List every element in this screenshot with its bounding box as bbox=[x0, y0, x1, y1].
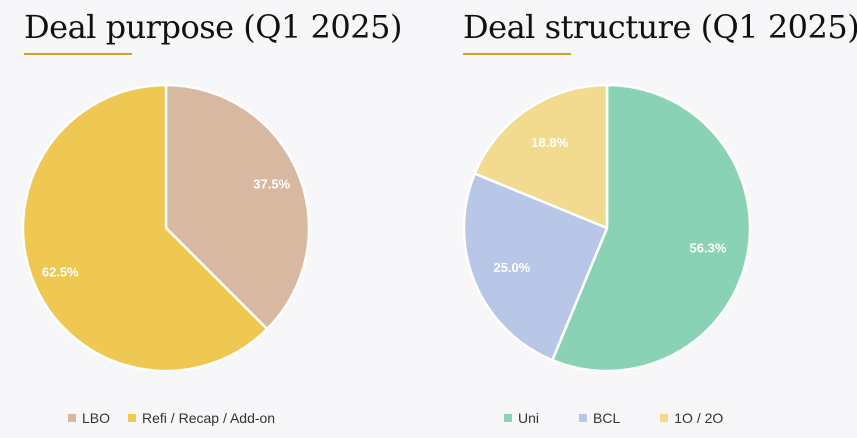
pie-slice-bcl bbox=[462, 172, 609, 362]
chart-title-deal-structure: Deal structure (Q1 2025) bbox=[463, 8, 857, 46]
pie-slice-refi-recap-add-on bbox=[21, 83, 269, 373]
legend-item-bcl: BCL bbox=[579, 410, 620, 426]
legend-swatch bbox=[504, 414, 512, 422]
chart-deal-structure: Deal structure (Q1 2025) 56.3% 25.0% 18.8%… bbox=[430, 0, 857, 438]
legend-item-uni: Uni bbox=[504, 410, 539, 426]
slice-label-bcl: 25.0% bbox=[493, 260, 530, 275]
pie-chart-deal-structure: 56.3% 25.0% 18.8% bbox=[462, 83, 752, 373]
slice-label-uni: 56.3% bbox=[690, 241, 727, 256]
legend-item-lbo: LBO bbox=[68, 410, 110, 426]
chart-title-deal-purpose: Deal purpose (Q1 2025) bbox=[24, 8, 402, 46]
slice-label-refi-recap-add-on: 62.5% bbox=[42, 264, 79, 279]
pie-chart-deal-purpose: 37.5% 62.5% bbox=[21, 83, 311, 373]
legend-label: Uni bbox=[518, 410, 540, 426]
legend-deal-structure: Uni BCL 1O / 2O bbox=[504, 408, 763, 428]
slice-label-1o-2o: 18.8% bbox=[531, 135, 568, 150]
legend-item-refi-recap-add-on: Refi / Recap / Add-on bbox=[128, 410, 275, 426]
pie-slice-lbo bbox=[164, 83, 311, 331]
title-underline bbox=[463, 53, 571, 55]
legend-swatch bbox=[579, 414, 588, 422]
title-underline bbox=[24, 53, 132, 55]
legend-label: Refi / Recap / Add-on bbox=[142, 410, 276, 426]
legend-deal-purpose: LBO Refi / Recap / Add-on bbox=[68, 408, 293, 428]
legend-label: LBO bbox=[82, 410, 111, 426]
chart-deal-purpose: Deal purpose (Q1 2025) 37.5% 62.5% LBO Ref… bbox=[21, 8, 402, 428]
legend-item-1o-2o: 1O / 2O bbox=[660, 410, 723, 426]
legend-label: BCL bbox=[593, 410, 621, 426]
slice-label-lbo: 37.5% bbox=[253, 177, 290, 192]
pie-slice-1o-2o bbox=[473, 83, 609, 230]
legend-swatch bbox=[660, 414, 669, 422]
legend-swatch bbox=[68, 414, 76, 422]
legend-label: 1O / 2O bbox=[674, 410, 724, 426]
legend-swatch bbox=[128, 414, 137, 422]
pie-slice-uni bbox=[551, 83, 752, 373]
